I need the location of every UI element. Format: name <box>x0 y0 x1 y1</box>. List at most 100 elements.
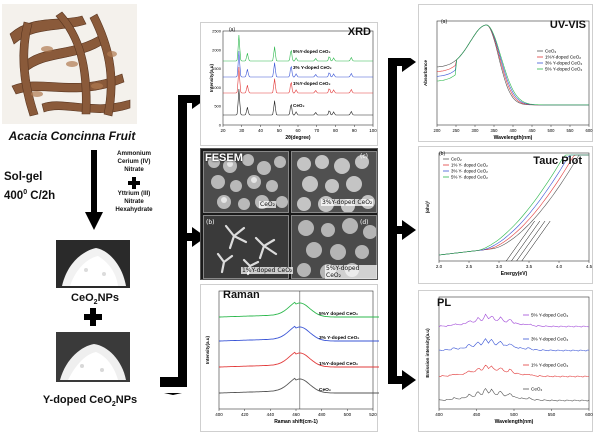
pl-legend-label: 5% Y-doped CeO₂ <box>531 313 568 318</box>
xrd-series-label: 1%Y-doped CeO₂ <box>293 81 331 86</box>
raman-series-label: CeO₂ <box>319 387 331 393</box>
x-tick-label: 4.5 <box>586 264 593 269</box>
pl-panel: 400 450 500 550 600 Wavelength(nm) Emission in… <box>418 290 593 432</box>
pl-chart: 400 450 500 550 600 Wavelength(nm) Emission in… <box>425 296 593 425</box>
tauc-chart: 2.0 2.5 3.0 3.5 4.0 4.5 Energy(eV) (αhν)² CeO₂1%… <box>425 152 593 277</box>
process-label: Sol-gel 4000 C/2h <box>4 171 56 202</box>
x-tick-label: 200 <box>434 128 442 133</box>
product-2-label: Y-doped CeO2NPs <box>42 394 138 409</box>
uvvis-chart: 200 250 300 350 400 450 500 550 600 Wavelength(nm… <box>423 20 593 141</box>
tauc-legend-label: CeO₂ <box>451 157 462 162</box>
xrd-series-label: 5%Y-doped CeO₂ <box>293 49 331 54</box>
tauc-tangent-line <box>511 220 541 262</box>
uvvis-panel: 200 250 300 350 400 450 500 550 600 Wavelength(nm… <box>418 4 593 142</box>
xrd-panel-letter: (a) <box>229 27 236 33</box>
x-tick-label: 3.0 <box>496 264 503 269</box>
x-tick-label: 550 <box>567 128 575 133</box>
product-1-label: CeO2NPs <box>71 292 119 307</box>
plot-frame <box>222 30 374 126</box>
xrd-series-line <box>223 66 373 94</box>
pl-series-line <box>438 338 590 352</box>
reagent-2: Yttrium (III) Nitrate Hexahydrate <box>115 190 153 213</box>
x-tick-label: 460 <box>292 412 300 417</box>
x-tick-label: 2.0 <box>436 264 443 269</box>
x-axis-label: Wavelength(nm) <box>494 135 533 141</box>
tauc-panel: 2.0 2.5 3.0 3.5 4.0 4.5 Energy(eV) (αhν)² CeO₂ 1%… <box>418 146 593 284</box>
fesem-panel: FESEM CeO₂ 3%Y-doped CeO₂ 1%Y-doped CeO₂… <box>200 148 378 280</box>
x-tick-label: 420 <box>241 412 249 417</box>
x-tick-label: 450 <box>529 128 537 133</box>
xrd-title: XRD <box>347 26 371 38</box>
pl-legend-label: CeO₂ <box>531 387 542 392</box>
tauc-panel-letter: (b) <box>439 151 446 157</box>
x-tick-label: 50 <box>277 128 283 133</box>
x-tick-label: 250 <box>453 128 461 133</box>
x-tick-label: 70 <box>314 128 320 133</box>
process-arrow <box>84 150 104 232</box>
sem-letter-b: (b) <box>206 219 215 226</box>
tauc-tangent-line <box>506 220 535 262</box>
x-tick-label: 520 <box>369 412 377 417</box>
y-axis-label: Absorbance <box>423 60 428 87</box>
tauc-tangent-line <box>516 220 546 262</box>
xrd-panel: 20 30 40 50 60 70 80 90 100 2θ(degree) Intensity(a… <box>200 22 378 146</box>
x-axis-label: 2θ(degree) <box>285 135 311 141</box>
uvvis-legend-label: 3% Y-doped CeO₂ <box>545 61 582 66</box>
pl-legend-label: 1% Y-doped CeO₂ <box>531 363 568 368</box>
y-axis-label: (αhν)² <box>425 200 430 213</box>
uvvis-legend-label: CeO₂ <box>545 49 556 54</box>
y-tick-label: 2500 <box>212 29 222 34</box>
raman-series-line <box>219 325 379 342</box>
raman-series-line <box>219 351 379 368</box>
xrd-series-line <box>223 88 373 116</box>
ceo2-powder-image <box>56 240 130 288</box>
uvvis-title: UV-VIS <box>549 19 586 31</box>
x-tick-label: 350 <box>491 128 499 133</box>
sem-caption-d: 5%Y-doped CeO₂ <box>325 265 377 279</box>
x-tick-label: 550 <box>548 412 556 417</box>
x-tick-label: 90 <box>352 128 358 133</box>
y-doped-powder-image <box>56 332 130 382</box>
uvvis-legend-label: 5% Y-doped CeO₂ <box>545 67 582 72</box>
sem-caption-a: CeO₂ <box>259 201 277 208</box>
tauc-series-line <box>438 154 589 256</box>
x-axis-label: Wavelength(nm) <box>495 419 534 425</box>
y-axis-label: Intensity(a.u) <box>205 336 210 365</box>
raman-panel: 400 420 440 460 480 500 520 Raman shift(cm-1) In… <box>200 284 379 432</box>
x-tick-label: 4.0 <box>556 264 563 269</box>
raman-series-line <box>219 301 379 318</box>
x-tick-label: 40 <box>258 128 264 133</box>
x-tick-label: 480 <box>318 412 326 417</box>
plot-frame <box>218 290 374 410</box>
xrd-series-label: 3% Y-doped CeO₂ <box>293 65 332 70</box>
x-tick-label: 450 <box>473 412 481 417</box>
y-tick-label: 1500 <box>212 66 222 71</box>
x-tick-label: 2.5 <box>466 264 473 269</box>
raman-series-label: 1%Y-doped CeO₂ <box>319 361 358 367</box>
x-tick-label: 600 <box>585 412 593 417</box>
raman-chart: 400 420 440 460 480 500 520 Raman shift(cm-1) In… <box>205 290 379 425</box>
x-tick-label: 400 <box>510 128 518 133</box>
pl-title: PL <box>437 297 452 309</box>
x-tick-label: 30 <box>239 128 245 133</box>
raman-series-label: 3% Y-doped CeO₂ <box>319 335 359 341</box>
pl-series-line <box>438 364 590 378</box>
fruit-label: Acacia Concinna Fruit <box>8 129 136 143</box>
xrd-chart: 20 30 40 50 60 70 80 90 100 2θ(degree) Intensity(a… <box>209 29 377 142</box>
sem-caption-c: 3%Y-doped CeO₂ <box>321 199 374 206</box>
raman-title: Raman <box>223 289 260 301</box>
fesem-title: FESEM <box>205 152 243 164</box>
y-tick-label: 1000 <box>212 85 222 90</box>
uvvis-panel-letter: (a) <box>441 19 448 25</box>
uvvis-series-line <box>436 24 589 106</box>
x-tick-label: 500 <box>344 412 352 417</box>
x-tick-label: 100 <box>369 128 377 133</box>
plot-frame <box>436 20 590 126</box>
y-tick-label: 0 <box>219 123 222 128</box>
xrd-series-line <box>223 50 373 78</box>
y-tick-label: 500 <box>214 104 221 109</box>
pl-series-line <box>438 387 590 402</box>
pl-series-line <box>438 313 590 328</box>
right-bracket-arrows <box>388 58 416 390</box>
x-tick-label: 400 <box>215 412 223 417</box>
